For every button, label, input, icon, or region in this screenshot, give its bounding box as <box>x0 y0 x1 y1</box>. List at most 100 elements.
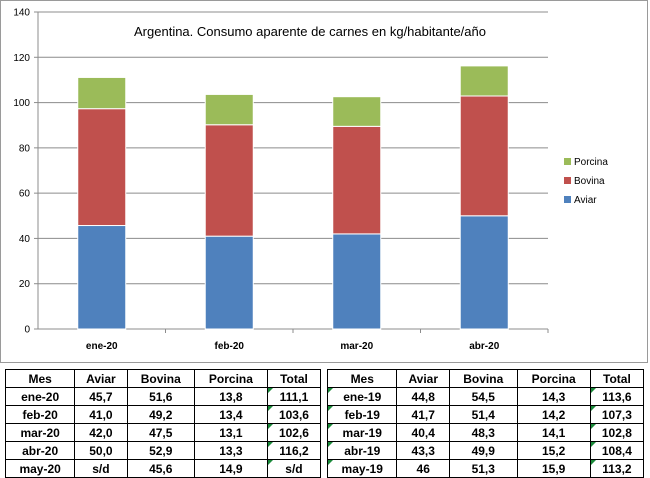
table-cell: 45,7 <box>74 387 128 406</box>
chart-title: Argentina. Consumo aparente de carnes en… <box>134 24 486 39</box>
table-cell: 14,9 <box>193 459 268 478</box>
table-cell: feb-20 <box>4 405 76 424</box>
legend-swatch-bovina <box>564 177 571 184</box>
column-header-bovina: Bovina <box>449 369 518 388</box>
table-cell: 14,2 <box>516 405 591 424</box>
table-2019: Mes Aviar Bovina Porcina Total ene-19 44,8 54,… <box>326 369 645 478</box>
x-tick-label: mar-20 <box>340 341 373 352</box>
table-row: feb-20 41,0 49,2 13,4 103,6 <box>4 405 322 424</box>
table-row: abr-20 50,0 52,9 13,3 116,2 <box>4 441 322 460</box>
y-tick-label: 60 <box>19 189 31 200</box>
table-cell: s/d <box>266 459 322 478</box>
table-cell: 107,3 <box>589 405 645 424</box>
table-cell: 15,2 <box>516 441 591 460</box>
x-tick-label: ene-20 <box>86 341 118 352</box>
table-cell: ene-19 <box>326 387 398 406</box>
bar-segment-aviar <box>332 233 382 330</box>
table-row: abr-19 43,3 49,9 15,2 108,4 <box>326 441 645 460</box>
table-cell: mar-20 <box>4 423 76 442</box>
table-cell: 14,3 <box>516 387 591 406</box>
bar-segment-porcina <box>459 65 509 97</box>
table-cell: 111,1 <box>266 387 322 406</box>
column-header-aviar: Aviar <box>396 369 450 388</box>
column-header-aviar: Aviar <box>74 369 128 388</box>
table-cell: 44,8 <box>396 387 450 406</box>
table-cell: feb-19 <box>326 405 398 424</box>
y-tick-label: 140 <box>13 8 30 19</box>
column-header-porcina: Porcina <box>193 369 268 388</box>
y-tick-label: 0 <box>24 325 30 336</box>
bar-segment-aviar <box>204 235 254 330</box>
table-cell: 14,1 <box>516 423 591 442</box>
column-header-mes: Mes <box>326 369 398 388</box>
table-cell: 42,0 <box>74 423 128 442</box>
bar-segment-porcina <box>77 76 127 110</box>
y-tick-label: 120 <box>13 53 30 64</box>
x-tick-label: feb-20 <box>215 341 245 352</box>
y-tick-label: 40 <box>19 234 31 245</box>
bar-segment-aviar <box>459 215 509 330</box>
chart-svg: Argentina. Consumo aparente de carnes en… <box>0 0 648 363</box>
table-row: mar-19 40,4 48,3 14,1 102,8 <box>326 423 645 442</box>
table-cell: 45,6 <box>126 459 195 478</box>
legend-swatch-porcina <box>564 158 571 165</box>
table-cell: 47,5 <box>126 423 195 442</box>
table-cell: 15,9 <box>516 459 591 478</box>
bar-segment-bovina <box>204 124 254 237</box>
legend-swatch-aviar <box>564 196 571 203</box>
table-row: mar-20 42,0 47,5 13,1 102,6 <box>4 423 322 442</box>
column-header-total: Total <box>266 369 322 388</box>
table-cell: 13,8 <box>193 387 268 406</box>
table-cell: 108,4 <box>589 441 645 460</box>
table-cell: 51,4 <box>449 405 518 424</box>
y-tick-label: 80 <box>19 143 31 154</box>
table-cell: 40,4 <box>396 423 450 442</box>
column-header-total: Total <box>589 369 645 388</box>
table-row: may-20 s/d 45,6 14,9 s/d <box>4 459 322 478</box>
table-cell: 41,7 <box>396 405 450 424</box>
legend-label-porcina: Porcina <box>574 157 608 168</box>
table-cell: 49,2 <box>126 405 195 424</box>
table-cell: 102,6 <box>266 423 322 442</box>
table-cell: mar-19 <box>326 423 398 442</box>
table-row: ene-19 44,8 54,5 14,3 113,6 <box>326 387 645 406</box>
table-cell: 113,2 <box>589 459 645 478</box>
table-header-row: Mes Aviar Bovina Porcina Total <box>4 369 322 388</box>
table-cell: 102,8 <box>589 423 645 442</box>
table-cell: 50,0 <box>74 441 128 460</box>
table-cell: 51,3 <box>449 459 518 478</box>
table-cell: 103,6 <box>266 405 322 424</box>
table-cell: 13,3 <box>193 441 268 460</box>
stacked-bar-chart: Argentina. Consumo aparente de carnes en… <box>0 0 648 363</box>
x-tick-label: abr-20 <box>469 341 499 352</box>
column-header-mes: Mes <box>4 369 76 388</box>
y-tick-label: 20 <box>19 279 31 290</box>
table-cell: ene-20 <box>4 387 76 406</box>
bar-segment-bovina <box>332 125 382 235</box>
legend: Porcina Bovina Aviar <box>564 157 608 206</box>
table-cell: 48,3 <box>449 423 518 442</box>
table-cell: 13,4 <box>193 405 268 424</box>
table-cell: 13,1 <box>193 423 268 442</box>
table-header-row: Mes Aviar Bovina Porcina Total <box>326 369 645 388</box>
table-cell: 54,5 <box>449 387 518 406</box>
bar-segment-porcina <box>204 93 254 126</box>
column-header-bovina: Bovina <box>126 369 195 388</box>
table-cell: 52,9 <box>126 441 195 460</box>
table-cell: s/d <box>74 459 128 478</box>
table-row: ene-20 45,7 51,6 13,8 111,1 <box>4 387 322 406</box>
bar-segment-bovina <box>459 95 509 217</box>
bar-segment-bovina <box>77 108 127 227</box>
table-cell: 46 <box>396 459 450 478</box>
table-cell: abr-20 <box>4 441 76 460</box>
table-cell: 43,3 <box>396 441 450 460</box>
column-header-porcina: Porcina <box>516 369 591 388</box>
table-cell: 113,6 <box>589 387 645 406</box>
table-cell: 49,9 <box>449 441 518 460</box>
table-cell: 116,2 <box>266 441 322 460</box>
bar-segment-porcina <box>332 96 382 127</box>
table-row: may-19 46 51,3 15,9 113,2 <box>326 459 645 478</box>
bar-segment-aviar <box>77 225 127 330</box>
table-cell: 51,6 <box>126 387 195 406</box>
legend-label-aviar: Aviar <box>574 195 597 206</box>
